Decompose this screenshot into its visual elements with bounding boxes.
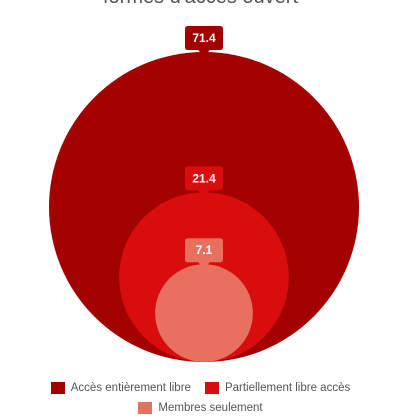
legend-swatch-full-access [50, 382, 65, 394]
legend-row-2: Membres seulement [0, 398, 401, 418]
value-label-partial-access: 21.4 [192, 171, 216, 185]
legend-label-partial-access: Partiellement libre accès [224, 382, 351, 394]
value-callout-members-only: 7.1 [185, 238, 223, 269]
callout-box-members-only [185, 238, 223, 269]
legend-swatch-members-only [138, 402, 153, 414]
legend-label-members-only: Membres seulement [158, 402, 263, 414]
value-label-members-only: 7.1 [196, 243, 213, 257]
callout-box-full-access [185, 26, 223, 56]
legend-item-members-only[interactable]: Membres seulement [138, 402, 263, 414]
value-callout-partial-access: 21.4 [185, 166, 223, 197]
legend: Accès entièrement libre Partiellement li… [0, 378, 401, 418]
legend-label-full-access: Accès entièrement libre [70, 382, 191, 394]
bubble-members-only[interactable] [155, 264, 253, 362]
legend-item-full-access[interactable]: Accès entièrement libre [50, 382, 191, 394]
callout-box-partial-access [185, 166, 223, 197]
legend-row-1: Accès entièrement libre Partiellement li… [0, 378, 401, 398]
value-label-full-access: 71.4 [192, 31, 216, 45]
chart-title-clip: formes d'accès ouvert [0, 0, 401, 10]
legend-swatch-partial-access [204, 382, 219, 394]
legend-item-partial-access[interactable]: Partiellement libre accès [204, 382, 351, 394]
chart-title: formes d'accès ouvert [0, 0, 401, 9]
value-callout-full-access: 71.4 [185, 26, 223, 56]
